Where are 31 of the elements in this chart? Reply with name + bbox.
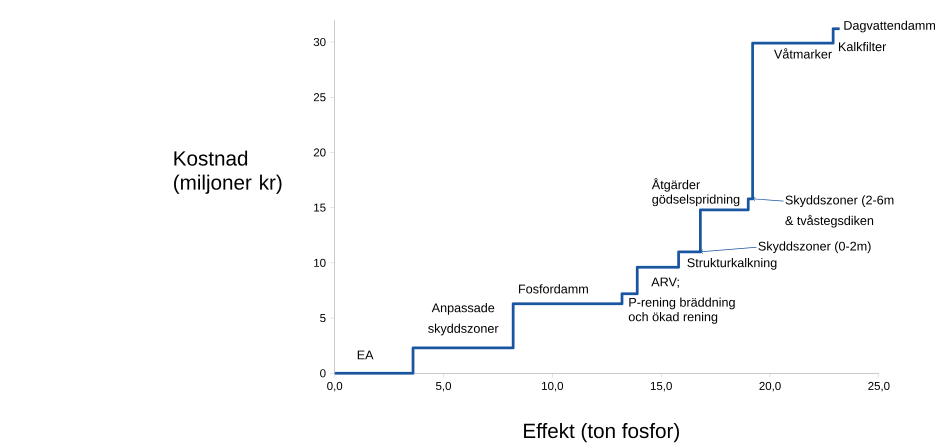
annotation: Skyddszoner (2-6m [786, 195, 894, 207]
annotation: Skyddszoner (0-2m) [758, 241, 871, 254]
annotation: Dagvattendamm [844, 20, 936, 32]
x-axis-title: Effekt (ton fosfor) [524, 422, 679, 442]
y-tick-label: 25 [314, 93, 326, 102]
annotation: Fosfordamm [519, 284, 588, 294]
x-tick-label: 10,0 [542, 382, 564, 392]
x-tick-label: 5,0 [436, 382, 452, 392]
y-tick-label: 20 [314, 148, 326, 156]
annotation: Åtgärder [652, 178, 700, 192]
annotation: & tvåstegsdiken [785, 214, 874, 228]
y-tick-label: 5 [320, 314, 326, 322]
annotation: EA [358, 350, 374, 360]
y-tick-label: 10 [314, 258, 326, 267]
x-tick-label: 20,0 [759, 382, 781, 392]
annotation: och ökad rening [628, 312, 718, 324]
annotation: Kalkfilter [839, 42, 886, 52]
y-tick-label: 30 [314, 38, 326, 46]
annotation: Strukturkalkning [687, 258, 776, 270]
annotation: P-rening bräddning [629, 297, 735, 310]
annotation: ARV; [651, 278, 679, 288]
x-tick-label: 25,0 [868, 382, 890, 392]
y-tick-label: 0 [320, 369, 326, 378]
annotation: gödselspridning [652, 194, 740, 206]
x-tick-label: 15,0 [650, 382, 672, 392]
annotation: Anpassade [432, 303, 494, 315]
annotation: skyddszoner [428, 324, 498, 336]
x-tick-label: 0,0 [327, 382, 342, 392]
y-tick-label: 15 [314, 204, 326, 212]
y-axis-title: Kostnad (miljoner kr) [174, 150, 282, 194]
annotation: Våtmarker [774, 48, 832, 59]
